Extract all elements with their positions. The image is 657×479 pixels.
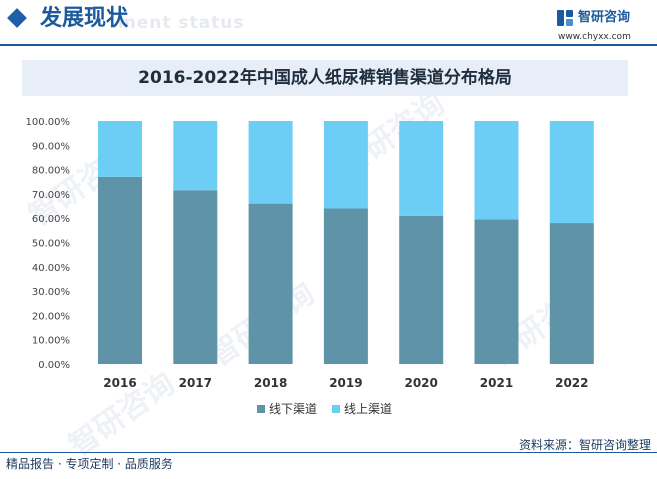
y-tick-label: 90.00% xyxy=(32,141,70,152)
x-tick-label: 2020 xyxy=(404,376,437,390)
header: ment status 发展现状 智研咨询 www.chyxx.com xyxy=(0,0,657,46)
bar-segment-offline xyxy=(549,223,594,364)
section-title: 发展现状 xyxy=(40,6,129,31)
source-note: 资料来源：智研咨询整理 xyxy=(518,438,651,452)
bar-segment-online xyxy=(549,121,594,224)
brand-url: www.chyxx.com xyxy=(558,32,631,42)
brand-name: 智研咨询 xyxy=(578,10,631,25)
bar-segment-offline xyxy=(399,215,444,364)
bar-segment-online xyxy=(399,121,444,216)
footer-divider xyxy=(0,452,657,453)
y-tick-label: 0.00% xyxy=(38,360,70,371)
brand-logo-icon xyxy=(557,10,573,26)
y-tick-label: 70.00% xyxy=(32,190,70,201)
brand[interactable]: 智研咨询 www.chyxx.com xyxy=(556,8,652,44)
y-tick-label: 50.00% xyxy=(32,239,70,250)
y-tick-label: 40.00% xyxy=(32,263,70,274)
bar-segment-offline xyxy=(323,208,368,364)
bar-segment-online xyxy=(474,121,519,220)
y-tick-label: 80.00% xyxy=(32,166,70,177)
legend-label: 线上渠道 xyxy=(344,402,392,416)
x-tick-label: 2019 xyxy=(329,376,362,390)
x-tick-label: 2018 xyxy=(254,376,287,390)
bar-segment-offline xyxy=(474,219,519,364)
y-tick-label: 30.00% xyxy=(32,287,70,298)
legend-swatch xyxy=(257,405,265,413)
diamond-icon xyxy=(7,8,27,28)
x-tick-label: 2022 xyxy=(555,376,588,390)
x-tick-label: 2017 xyxy=(179,376,212,390)
legend-swatch xyxy=(332,405,340,413)
stacked-bar-chart: 100.00% 90.00% 80.00% 70.00% 60.00% 50.00% 40.… xyxy=(26,117,594,416)
y-tick-label: 20.00% xyxy=(32,311,70,322)
bar-segment-offline xyxy=(98,176,142,364)
legend-label: 线下渠道 xyxy=(269,402,317,416)
section-subtitle: ment status xyxy=(118,13,245,33)
bar-segment-online xyxy=(98,121,142,177)
bar-segment-online xyxy=(248,121,293,204)
y-tick-label: 10.00% xyxy=(32,336,70,347)
chart-title: 2016-2022年中国成人纸尿裤销售渠道分布格局 xyxy=(138,68,512,88)
bar-segment-online xyxy=(173,121,218,191)
x-tick-label: 2021 xyxy=(480,376,513,390)
footer-slogan: 精品报告 · 专项定制 · 品质服务 xyxy=(6,457,173,471)
y-tick-label: 60.00% xyxy=(32,214,70,225)
chart-title-bar: 2016-2022年中国成人纸尿裤销售渠道分布格局 xyxy=(22,60,628,96)
y-tick-label: 100.00% xyxy=(26,117,71,128)
bar-segment-offline xyxy=(173,190,218,364)
bar-segment-offline xyxy=(248,203,293,364)
header-divider xyxy=(0,44,657,46)
bar-segment-online xyxy=(323,121,368,209)
x-tick-label: 2016 xyxy=(103,376,136,390)
